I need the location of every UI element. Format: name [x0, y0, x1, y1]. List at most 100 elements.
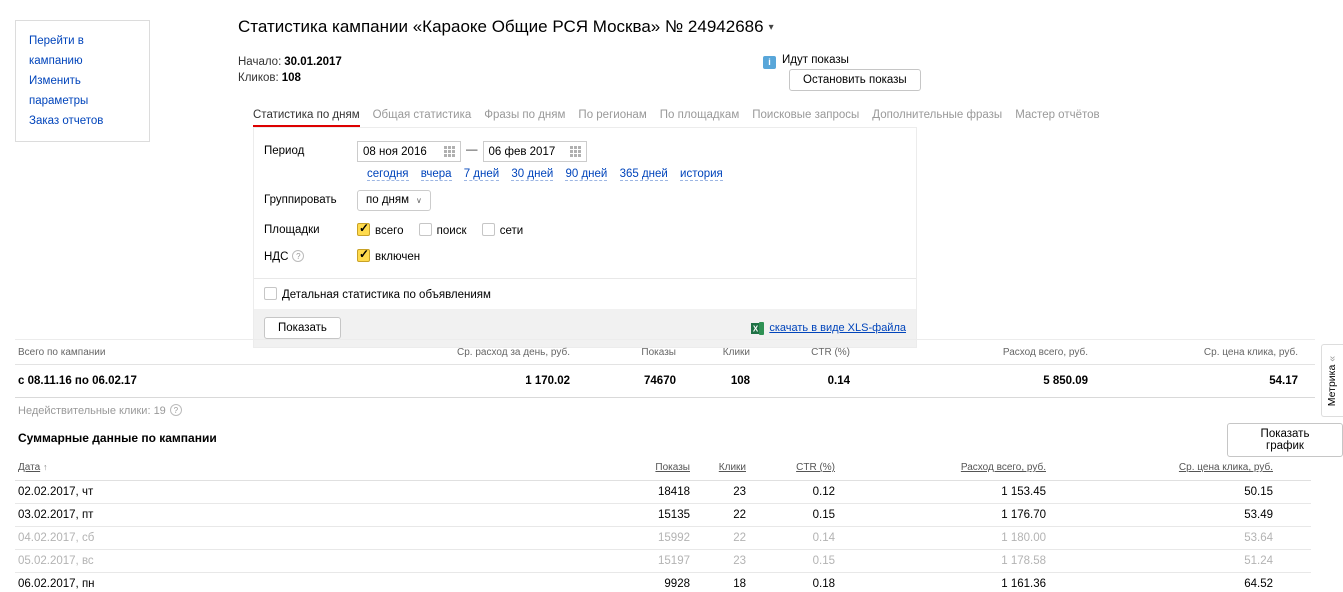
- tab-stats-by-day[interactable]: Статистика по дням: [253, 109, 360, 127]
- cell-date: 04.02.2017, сб: [15, 526, 445, 550]
- cell-cost: 1 180.00: [835, 526, 1046, 550]
- summary-row: с 08.11.16 по 06.02.17 1 170.02 74670 10…: [15, 364, 1315, 398]
- platforms-row: Площадки всего поиск сети: [264, 220, 906, 237]
- preset-today[interactable]: сегодня: [367, 168, 409, 181]
- preset-30-days[interactable]: 30 дней: [511, 168, 554, 181]
- period-presets: сегодня вчера 7 дней 30 дней 90 дней 365…: [367, 168, 906, 181]
- cell-impressions: 18418: [445, 480, 690, 504]
- cell-clicks: 18: [690, 572, 746, 592]
- cell-impressions: 9928: [445, 572, 690, 592]
- calendar-icon[interactable]: [569, 146, 581, 157]
- clicks-row: Кликов: 108: [238, 70, 342, 86]
- section-title: Суммарные данные по кампании: [18, 431, 217, 445]
- svg-text:X: X: [753, 324, 759, 333]
- cell-date: 06.02.2017, пн: [15, 572, 445, 592]
- invalid-clicks-text: Недействительные клики: 19: [18, 405, 166, 417]
- checkbox-search-label[interactable]: поиск: [436, 225, 467, 237]
- filters-panel: Период 08 ноя 2016 — 06 фев 2017 сегодня…: [253, 127, 917, 348]
- checkbox-detailed-stats[interactable]: [264, 287, 277, 300]
- start-date-row: Начало: 30.01.2017: [238, 54, 342, 70]
- tab-additional-phrases[interactable]: Дополнительные фразы: [872, 109, 1003, 121]
- col-clicks: Клики: [690, 458, 746, 481]
- clicks-value: 108: [281, 72, 301, 84]
- calendar-icon[interactable]: [444, 146, 455, 157]
- checkbox-total[interactable]: [357, 221, 370, 236]
- summary-col-impressions: Показы: [570, 339, 676, 365]
- cell-impressions: 15992: [445, 526, 690, 550]
- sort-by-impressions[interactable]: Показы: [655, 462, 690, 473]
- cell-clicks: 23: [690, 549, 746, 573]
- daily-header-row: Дата ↑ Показы Клики CTR (%) Расход всего…: [15, 458, 1311, 481]
- checkbox-networks-label[interactable]: сети: [499, 225, 524, 237]
- tab-phrases-by-day[interactable]: Фразы по дням: [484, 109, 566, 121]
- cell-cost: 1 161.36: [835, 572, 1046, 592]
- vat-label: НДС?: [264, 246, 357, 263]
- summary-header-row: Всего по кампании Ср. расход за день, ру…: [15, 339, 1315, 365]
- summary-col-avg-cpc: Ср. цена клика, руб.: [1088, 339, 1315, 365]
- platforms-label: Площадки: [264, 224, 320, 236]
- cell-clicks: 22: [690, 526, 746, 550]
- metrika-side-tab[interactable]: Метрика«: [1321, 344, 1343, 417]
- invalid-clicks-help-icon[interactable]: ?: [169, 404, 182, 416]
- cell-clicks: 23: [690, 480, 746, 504]
- summary-col-ctr: CTR (%): [750, 339, 850, 365]
- summary-ctr: 0.14: [750, 364, 850, 398]
- tab-general-stats[interactable]: Общая статистика: [372, 109, 472, 121]
- cell-cpc: 64.52: [1046, 572, 1311, 592]
- summary-clicks: 108: [676, 364, 750, 398]
- cell-ctr: 0.18: [746, 572, 835, 592]
- preset-history[interactable]: история: [680, 168, 723, 181]
- period-label: Период: [264, 145, 305, 157]
- vat-row: НДС? включен: [264, 246, 906, 263]
- link-edit-parameters[interactable]: Изменить параметры: [29, 75, 89, 107]
- cell-ctr: 0.12: [746, 480, 835, 504]
- tab-report-wizard[interactable]: Мастер отчётов: [1015, 109, 1100, 121]
- sort-by-clicks[interactable]: Клики: [718, 462, 746, 473]
- detailed-stats-label[interactable]: Детальная статистика по объявлениям: [282, 289, 491, 301]
- preset-7-days[interactable]: 7 дней: [463, 168, 500, 181]
- sort-by-cost[interactable]: Расход всего, руб.: [960, 462, 1046, 473]
- cell-impressions: 15197: [445, 549, 690, 573]
- tab-by-region[interactable]: По регионам: [578, 109, 647, 121]
- vat-help-icon[interactable]: ?: [292, 250, 305, 262]
- preset-yesterday[interactable]: вчера: [420, 168, 452, 181]
- cell-date: 03.02.2017, пт: [15, 503, 445, 527]
- start-date-value: 30.01.2017: [284, 56, 342, 68]
- clicks-label: Кликов:: [238, 72, 279, 84]
- cell-date: 05.02.2017, вс: [15, 549, 445, 573]
- sort-by-date[interactable]: Дата: [18, 462, 41, 473]
- checkbox-total-label[interactable]: всего: [375, 225, 404, 237]
- date-from-input[interactable]: 08 ноя 2016: [357, 141, 461, 162]
- table-row-weekend: 04.02.2017, сб 15992 22 0.14 1 180.00 53…: [15, 526, 1311, 550]
- start-date-label: Начало:: [238, 56, 282, 68]
- sort-by-cpc[interactable]: Ср. цена клика, руб.: [1178, 462, 1273, 473]
- sort-by-ctr[interactable]: CTR (%): [796, 462, 835, 473]
- cell-cpc: 50.15: [1046, 480, 1311, 504]
- show-chart-button[interactable]: Показать график: [1227, 423, 1343, 457]
- group-row: Группировать по дням ∨: [264, 190, 906, 211]
- download-xls-link[interactable]: X скачать в виде XLS-файла: [751, 321, 906, 335]
- daily-stats-table: Дата ↑ Показы Клики CTR (%) Расход всего…: [15, 458, 1311, 592]
- stop-impressions-button[interactable]: Остановить показы: [789, 69, 921, 91]
- link-order-reports[interactable]: Заказ отчетов: [29, 115, 104, 127]
- date-to-input[interactable]: 06 фев 2017: [482, 141, 587, 162]
- checkbox-vat-label[interactable]: включен: [375, 251, 421, 263]
- col-cost: Расход всего, руб.: [835, 458, 1046, 481]
- cell-cpc: 51.24: [1046, 549, 1311, 573]
- show-button[interactable]: Показать: [264, 317, 341, 339]
- tab-by-placement[interactable]: По площадкам: [659, 109, 740, 121]
- tab-search-queries[interactable]: Поисковые запросы: [752, 109, 860, 121]
- checkbox-search[interactable]: [418, 223, 432, 236]
- checkbox-networks[interactable]: [481, 223, 495, 236]
- cell-cpc: 53.49: [1046, 503, 1311, 527]
- cell-cost: 1 153.45: [835, 480, 1046, 504]
- preset-365-days[interactable]: 365 дней: [619, 168, 668, 181]
- campaign-dropdown-caret-icon[interactable]: ▾: [768, 22, 774, 33]
- group-by-select[interactable]: по дням ∨: [357, 190, 431, 211]
- col-cpc: Ср. цена клика, руб.: [1046, 458, 1311, 481]
- checkbox-vat[interactable]: [357, 247, 370, 262]
- summary-col-clicks: Клики: [676, 339, 750, 365]
- preset-90-days[interactable]: 90 дней: [565, 168, 608, 181]
- link-go-to-campaign[interactable]: Перейти в кампанию: [29, 35, 84, 67]
